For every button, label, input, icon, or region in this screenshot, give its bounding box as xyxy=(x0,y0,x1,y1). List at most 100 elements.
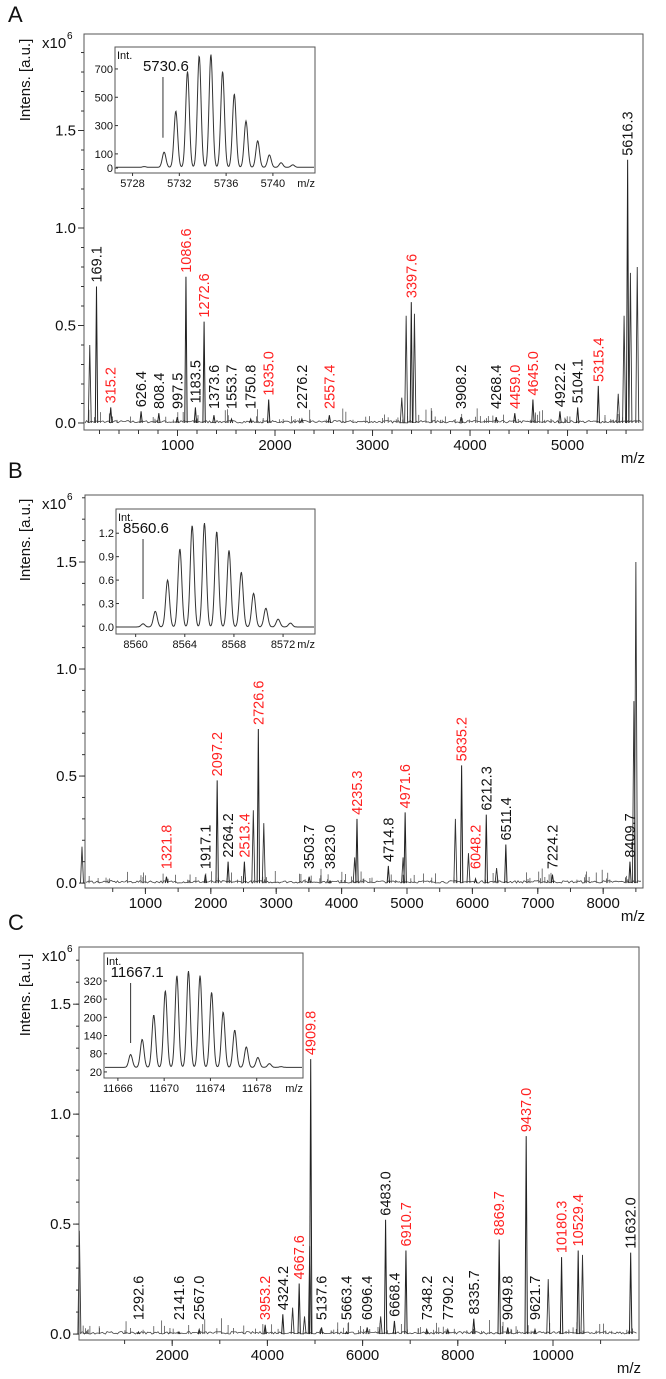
peak xyxy=(355,818,359,884)
unlabeled-peak xyxy=(633,561,638,884)
peak xyxy=(226,861,230,884)
y-tick-label: 0.5 xyxy=(55,317,76,334)
y-exponent: 6 xyxy=(67,944,73,955)
inset-x-label: m/z xyxy=(285,1083,303,1095)
peak xyxy=(229,417,234,424)
peak-label: 2557.4 xyxy=(322,365,338,409)
x-tick-label: 2000 xyxy=(258,437,291,454)
y-tick-label: 1.0 xyxy=(55,220,76,237)
inset-y-tick-label: 1.2 xyxy=(99,528,114,540)
peak xyxy=(575,407,580,424)
inset-x-tick-label: 5740 xyxy=(261,178,285,190)
peak xyxy=(175,417,179,424)
peak xyxy=(576,1250,580,1335)
x-tick-label: 4000 xyxy=(453,437,486,454)
peak xyxy=(328,879,332,884)
peak-label: 8335.7 xyxy=(467,1270,483,1314)
peak-label: 1086.6 xyxy=(179,228,195,272)
x-tick-label: 3000 xyxy=(356,437,389,454)
peak xyxy=(446,1327,450,1335)
peak xyxy=(319,1327,324,1335)
x-tick-label: 5000 xyxy=(551,437,584,454)
unlabeled-peak xyxy=(622,315,627,423)
inset-y-tick-label: 300 xyxy=(95,121,113,133)
x-tick-label: 4000 xyxy=(325,895,358,912)
inset-y-tick-label: 0.9 xyxy=(99,552,114,564)
peak-label: 3908.2 xyxy=(454,365,470,409)
unlabeled-peak xyxy=(290,1307,295,1335)
inset-y-tick-label: 80 xyxy=(90,1049,102,1061)
peak xyxy=(558,411,562,424)
peak xyxy=(559,1257,564,1335)
inset-y-label: Int. xyxy=(118,512,133,524)
inset-y-tick-label: 260 xyxy=(84,994,102,1006)
peak-label: 2513.4 xyxy=(237,813,253,857)
peak-label: 1292.6 xyxy=(132,1276,148,1320)
peak xyxy=(494,417,498,424)
y-axis-label: Intens. [a.u.] xyxy=(17,954,34,1037)
inset-x-tick-label: 8564 xyxy=(173,639,197,651)
peak xyxy=(473,876,478,884)
unlabeled-peak xyxy=(251,810,256,884)
panel-a: A 169.1 315.2 626.4 808.4 997.5 1086.6 1183.5 12… xyxy=(8,2,645,467)
peak xyxy=(94,286,99,423)
inset-y-tick-label: 0.3 xyxy=(99,599,114,611)
peak xyxy=(256,728,261,884)
peak-label: 7348.2 xyxy=(420,1276,436,1320)
inset-x-tick-label: 11678 xyxy=(242,1083,272,1095)
peak-label: 2141.6 xyxy=(172,1276,188,1320)
inset-y-tick-label: 500 xyxy=(95,92,113,104)
unlabeled-peak xyxy=(546,1279,551,1335)
peak-label: 10180.3 xyxy=(555,1201,571,1253)
plot-frame xyxy=(78,946,640,1341)
peak xyxy=(533,1327,537,1335)
peak-label: 9049.8 xyxy=(501,1276,517,1320)
peak-label: 5137.6 xyxy=(315,1276,331,1320)
peak-label: 808.4 xyxy=(152,373,168,409)
peak xyxy=(242,861,247,884)
highlight-label: 8560.6 xyxy=(123,520,169,537)
peak xyxy=(109,407,113,424)
panel-label: A xyxy=(8,2,23,27)
peak xyxy=(193,407,198,424)
peak xyxy=(177,1330,181,1335)
inset-x-tick-label: 5732 xyxy=(167,178,191,190)
x-tick-label: 2000 xyxy=(194,895,227,912)
x-tick-label: 4000 xyxy=(251,1347,284,1364)
peak-label: 6483.0 xyxy=(379,1171,395,1215)
unlabeled-peak xyxy=(87,344,92,423)
peak xyxy=(202,321,206,423)
unlabeled-peak xyxy=(453,818,458,884)
peak xyxy=(164,876,169,884)
peak-label: 6212.3 xyxy=(479,766,495,810)
y-tick-label: 0.0 xyxy=(56,875,77,892)
inset-y-tick-label: 200 xyxy=(84,1012,102,1024)
peak xyxy=(300,417,304,424)
unlabeled-peak xyxy=(302,1316,307,1335)
peak xyxy=(524,1136,528,1335)
peak-label: 4714.8 xyxy=(381,818,397,862)
unlabeled-peak xyxy=(628,272,633,423)
peak-label: 169.1 xyxy=(89,246,105,282)
peak-label: 6096.4 xyxy=(360,1276,376,1320)
inset-y-tick-label: 140 xyxy=(84,1031,102,1043)
y-tick-label: 0.0 xyxy=(50,1326,71,1343)
peak xyxy=(249,417,253,424)
y-axis-label: Intens. [a.u.] xyxy=(17,499,34,582)
peak xyxy=(403,812,407,884)
peak-label: 315.2 xyxy=(104,367,120,403)
unlabeled-peak xyxy=(635,266,640,423)
peak xyxy=(215,780,219,884)
peak xyxy=(386,865,391,884)
peak-label: 3397.6 xyxy=(404,254,420,298)
peak xyxy=(365,1327,369,1335)
unlabeled-peak xyxy=(404,315,409,423)
x-tick-label: 1000 xyxy=(129,895,162,912)
highlight-label: 11667.1 xyxy=(111,964,164,981)
peak-label: 5104.1 xyxy=(571,359,587,403)
x-axis-label: m/z xyxy=(621,450,645,467)
